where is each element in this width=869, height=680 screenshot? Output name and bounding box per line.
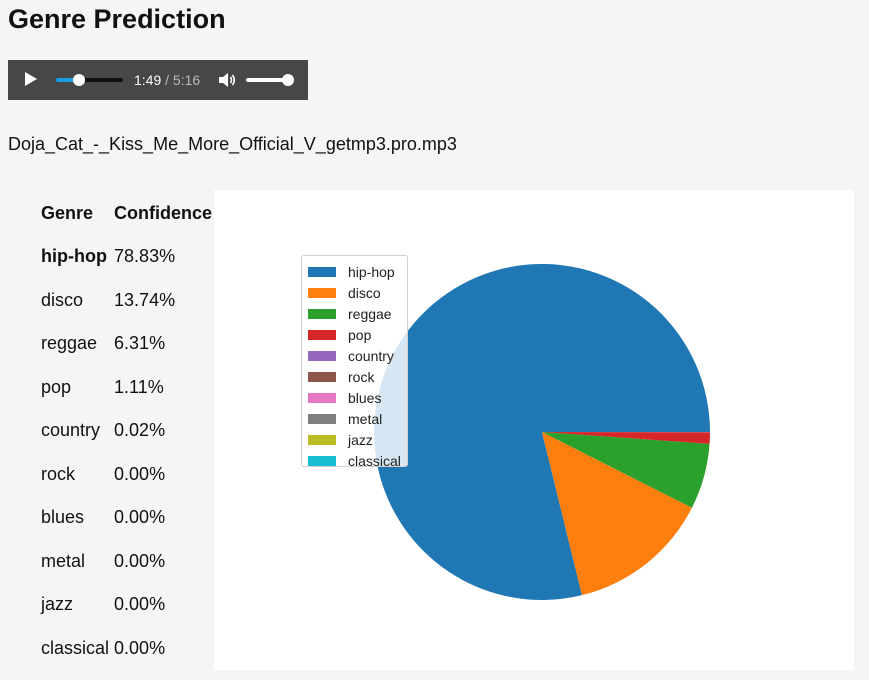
volume-level bbox=[246, 78, 288, 82]
legend-swatch bbox=[308, 455, 336, 466]
pie-slice-disco bbox=[542, 432, 692, 596]
pie-slice-hip-hop bbox=[373, 264, 710, 600]
confidence-cell: 0.00% bbox=[114, 637, 166, 658]
time-separator: / bbox=[165, 72, 170, 88]
confidence-cell: 78.83% bbox=[114, 246, 176, 267]
genre-cell: rock bbox=[41, 463, 76, 484]
chart-legend: hip-hop disco reggae pop country rock blues met… bbox=[301, 255, 408, 469]
confidence-column-header: Confidence bbox=[114, 202, 213, 223]
legend-label: pop bbox=[348, 326, 372, 343]
genre-cell: metal bbox=[41, 550, 86, 571]
table-row: country 0.02% bbox=[38, 409, 214, 453]
legend-swatch bbox=[308, 287, 336, 298]
page-title: Genre Prediction bbox=[8, 4, 226, 34]
legend-item-disco: disco bbox=[308, 282, 407, 303]
legend-label: country bbox=[348, 347, 394, 364]
confidence-cell: 6.31% bbox=[114, 333, 166, 354]
genre-cell: hip-hop bbox=[41, 246, 107, 267]
audio-player[interactable]: 1:49 / 5:16 bbox=[8, 60, 308, 100]
legend-label: rock bbox=[348, 368, 375, 385]
seek-progress bbox=[56, 78, 80, 82]
table-row: blues 0.00% bbox=[38, 496, 214, 540]
table-row: reggae 6.31% bbox=[38, 322, 214, 366]
time-display: 1:49 / 5:16 bbox=[134, 72, 200, 88]
confidence-cell: 0.00% bbox=[114, 594, 166, 615]
legend-item-pop: pop bbox=[308, 324, 407, 345]
genre-cell: reggae bbox=[41, 333, 98, 354]
genre-cell: classical bbox=[41, 637, 110, 658]
genre-cell: jazz bbox=[41, 594, 74, 615]
volume-icon[interactable] bbox=[218, 72, 236, 88]
pie-chart: hip-hop disco reggae pop country rock blues met… bbox=[214, 190, 854, 670]
file-name: Doja_Cat_-_Kiss_Me_More_Official_V_getmp… bbox=[8, 134, 457, 154]
table-row: disco 13.74% bbox=[38, 279, 214, 323]
current-time: 1:49 bbox=[134, 72, 162, 88]
genre-column-header: Genre bbox=[41, 202, 94, 223]
genre-cell: disco bbox=[41, 289, 84, 310]
legend-label: metal bbox=[348, 410, 383, 427]
play-icon[interactable] bbox=[25, 72, 37, 86]
legend-item-rock: rock bbox=[308, 366, 407, 387]
legend-swatch bbox=[308, 371, 336, 382]
legend-item-blues: blues bbox=[308, 387, 407, 408]
legend-swatch bbox=[308, 350, 336, 361]
legend-swatch bbox=[308, 329, 336, 340]
confidence-cell: 0.02% bbox=[114, 420, 166, 441]
table-row: hip-hop 78.83% bbox=[38, 235, 214, 279]
confidence-cell: 13.74% bbox=[114, 289, 176, 310]
legend-label: reggae bbox=[348, 305, 392, 322]
table-row: pop 1.11% bbox=[38, 366, 214, 410]
legend-label: classical bbox=[348, 452, 401, 469]
legend-item-country: country bbox=[308, 345, 407, 366]
volume-slider[interactable] bbox=[246, 74, 294, 86]
legend-label: jazz bbox=[348, 431, 373, 448]
legend-item-reggae: reggae bbox=[308, 303, 407, 324]
legend-label: blues bbox=[348, 389, 382, 406]
genre-cell: country bbox=[41, 420, 101, 441]
genre-table: Genre Confidence hip-hop 78.83% disco 13.74… bbox=[38, 191, 214, 670]
legend-item-hip-hop: hip-hop bbox=[308, 261, 407, 282]
legend-item-metal: metal bbox=[308, 408, 407, 429]
legend-swatch bbox=[308, 266, 336, 277]
pie-slice-pop bbox=[542, 432, 710, 444]
genre-cell: blues bbox=[41, 507, 85, 528]
table-row: jazz 0.00% bbox=[38, 583, 214, 627]
duration: 5:16 bbox=[172, 72, 201, 88]
genre-cell: pop bbox=[41, 376, 72, 397]
legend-swatch bbox=[308, 413, 336, 424]
confidence-cell: 0.00% bbox=[114, 550, 166, 571]
legend-item-classical: classical bbox=[308, 450, 407, 471]
pie-slice-reggae bbox=[542, 432, 710, 508]
legend-swatch bbox=[308, 308, 336, 319]
table-row: rock 0.00% bbox=[38, 453, 214, 497]
legend-swatch bbox=[308, 392, 336, 403]
table-row: metal 0.00% bbox=[38, 540, 214, 584]
table-header-row: Genre Confidence bbox=[38, 191, 214, 235]
table-row: classical 0.00% bbox=[38, 627, 214, 671]
legend-label: disco bbox=[348, 284, 381, 301]
seek-bar[interactable] bbox=[56, 74, 123, 86]
confidence-cell: 1.11% bbox=[114, 376, 164, 397]
legend-item-jazz: jazz bbox=[308, 429, 407, 450]
legend-label: hip-hop bbox=[348, 263, 395, 280]
confidence-cell: 0.00% bbox=[114, 507, 166, 528]
seek-handle[interactable] bbox=[73, 74, 86, 86]
legend-swatch bbox=[308, 434, 336, 445]
pie-chart-svg bbox=[373, 264, 710, 600]
confidence-cell: 0.00% bbox=[114, 463, 166, 484]
volume-handle[interactable] bbox=[281, 74, 294, 86]
